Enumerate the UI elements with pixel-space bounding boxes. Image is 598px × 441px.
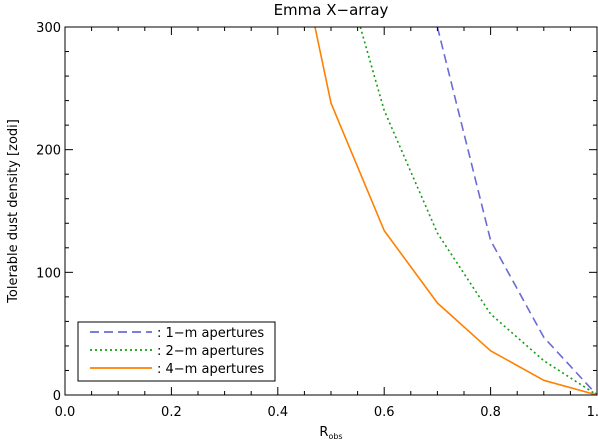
y-tick-label: 0 [53,389,61,404]
plot-lines [314,26,598,396]
x-axis-ticks: 0.0 0.2 0.4 0.6 0.8 1.0 [55,27,598,420]
x-tick-label: 1.0 [587,405,598,420]
y-tick-label: 300 [36,21,61,36]
x-tick-label: 0.2 [161,405,182,420]
legend-items: : 1−m apertures : 2−m apertures : 4−m aper… [90,326,264,377]
x-axis-label-main: R [319,425,328,440]
x-tick-label: 0.4 [267,405,288,420]
x-tick-label: 0.0 [55,405,76,420]
legend-label-2: : 2−m apertures [157,344,264,359]
y-axis-label: Tolerable dust density [zodi] [6,119,21,304]
y-tick-label: 100 [36,266,61,281]
legend-label-1: : 1−m apertures [157,326,264,341]
legend: : 1−m apertures : 2−m apertures : 4−m aper… [77,321,276,382]
y-axis-ticks: 0 100 200 300 [36,21,597,404]
legend-label-3: : 4−m apertures [157,362,264,377]
x-tick-label: 0.6 [374,405,395,420]
x-axis-label-subscript: obs [328,432,342,441]
y-tick-label: 200 [36,144,61,159]
series-line-3 [314,26,598,396]
series-line-1 [436,26,598,396]
x-tick-label: 0.8 [480,405,501,420]
x-axis-label: Robs [319,425,342,441]
chart-title: Emma X−array [274,1,389,19]
